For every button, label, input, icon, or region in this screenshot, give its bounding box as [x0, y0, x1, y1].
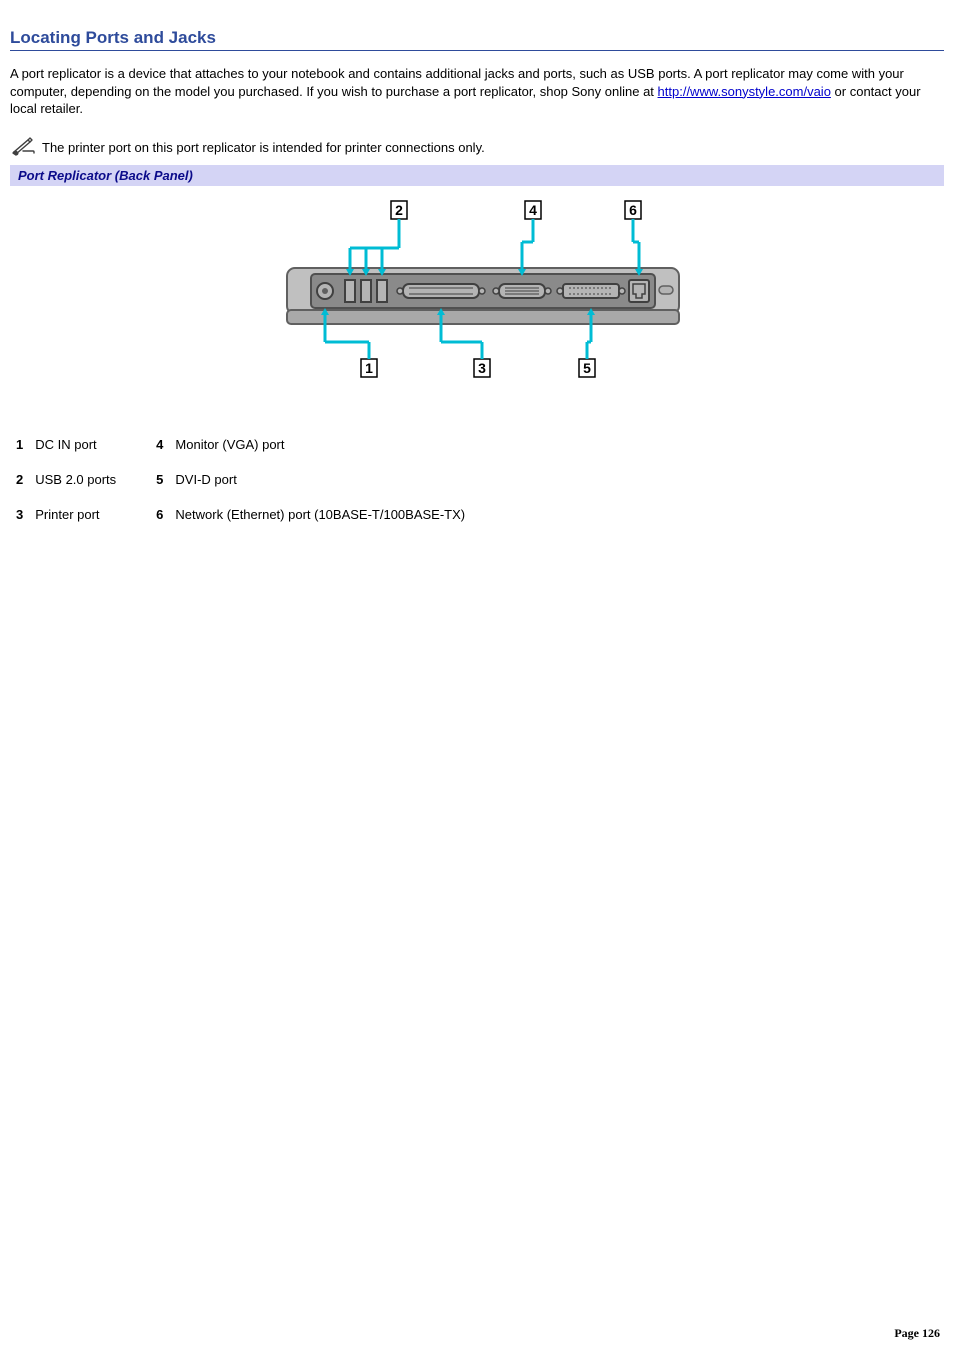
- legend-num: 1: [10, 427, 29, 462]
- title-rule: [10, 50, 944, 51]
- spacer: [122, 497, 150, 532]
- legend-text: USB 2.0 ports: [29, 462, 122, 497]
- spacer: [122, 462, 150, 497]
- svg-text:4: 4: [529, 202, 537, 218]
- svg-text:6: 6: [629, 202, 637, 218]
- port-replicator-diagram: 2 4 6 1 3 5: [257, 192, 697, 382]
- table-row: 2USB 2.0 ports 5DVI-D port: [10, 462, 471, 497]
- legend-text: DVI-D port: [169, 462, 471, 497]
- legend-text: DC IN port: [29, 427, 122, 462]
- legend-num: 3: [10, 497, 29, 532]
- table-row: 1DC IN port 4Monitor (VGA) port: [10, 427, 471, 462]
- figure-container: 2 4 6 1 3 5: [10, 186, 944, 385]
- page-title: Locating Ports and Jacks: [10, 28, 944, 48]
- svg-text:1: 1: [365, 360, 373, 376]
- page-footer: Page 126: [894, 1326, 940, 1341]
- svg-text:2: 2: [395, 202, 403, 218]
- intro-paragraph: A port replicator is a device that attac…: [10, 65, 944, 118]
- legend-table: 1DC IN port4Monitor (VGA) port2USB 2.0 p…: [10, 427, 471, 532]
- legend-text: Monitor (VGA) port: [169, 427, 471, 462]
- legend-num: 5: [150, 462, 169, 497]
- legend-num: 6: [150, 497, 169, 532]
- table-row: 3Printer port 6Network (Ethernet) port (1…: [10, 497, 471, 532]
- legend-num: 2: [10, 462, 29, 497]
- legend-text: Printer port: [29, 497, 122, 532]
- note-icon: [10, 136, 36, 159]
- spacer: [122, 427, 150, 462]
- note-text: The printer port on this port replicator…: [42, 140, 485, 155]
- svg-text:5: 5: [583, 360, 591, 376]
- figure-title: Port Replicator (Back Panel): [10, 165, 944, 186]
- note-row: The printer port on this port replicator…: [10, 136, 944, 159]
- svg-text:3: 3: [478, 360, 486, 376]
- legend-text: Network (Ethernet) port (10BASE-T/100BAS…: [169, 497, 471, 532]
- legend-num: 4: [150, 427, 169, 462]
- sonystyle-link[interactable]: http://www.sonystyle.com/vaio: [658, 84, 831, 99]
